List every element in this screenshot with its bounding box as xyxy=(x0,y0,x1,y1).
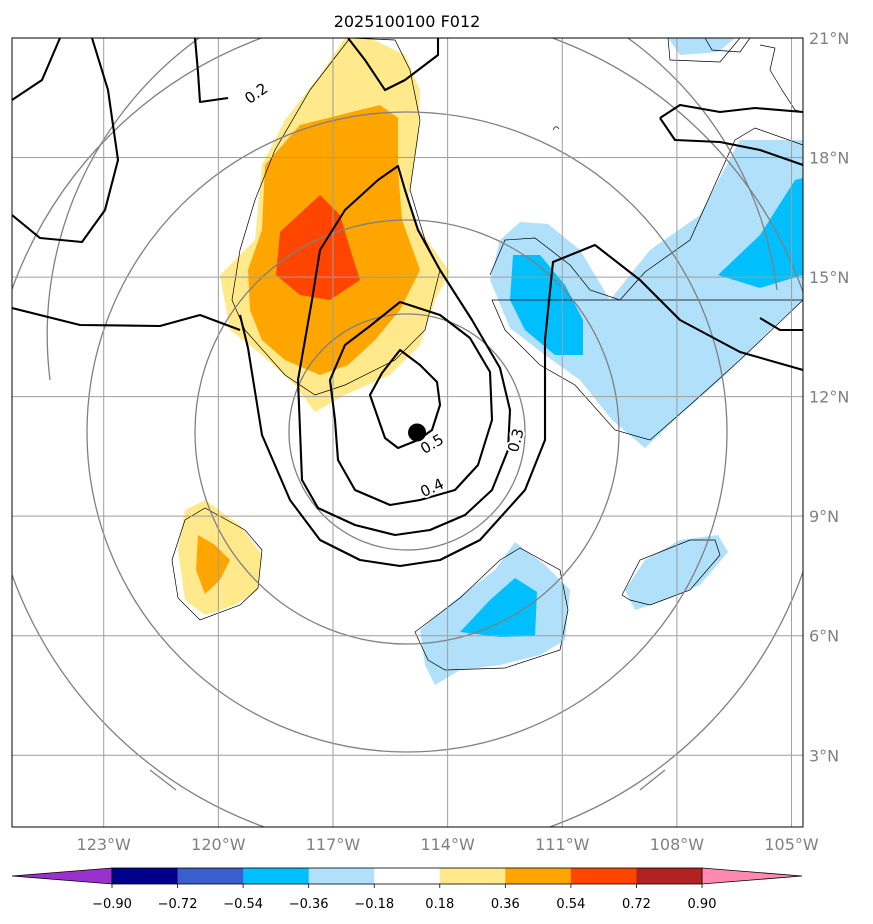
colorbar: −0.90 −0.72 −0.54 −0.36 −0.18 0.18 0.36 0.54 0.7… xyxy=(11,867,803,912)
colorbar-label-1: −0.72 xyxy=(158,897,198,912)
lon-label-1: 120°W xyxy=(191,835,246,854)
colorbar-swatch-3 xyxy=(308,868,375,884)
range-rings xyxy=(12,38,803,827)
lat-label-1: 6°N xyxy=(809,627,839,646)
colorbar-extend-high xyxy=(701,867,803,885)
colorbar-label-2: −0.54 xyxy=(223,897,263,912)
contour-0.2-east xyxy=(759,317,803,332)
filled-contours xyxy=(178,38,803,685)
colorbar-label-8: 0.72 xyxy=(622,897,651,912)
contour-0.2-top xyxy=(347,38,440,92)
latitude-labels: 3°N 6°N 9°N 12°N 15°N 18°N 21°N xyxy=(809,29,849,765)
colorbar-swatch-8 xyxy=(636,868,703,884)
lon-label-6: 105°W xyxy=(764,835,819,854)
contour-0.2-ne xyxy=(659,103,803,119)
map-title: 2025100100 F012 xyxy=(334,12,481,31)
shade-blue-east-a xyxy=(510,255,583,355)
lat-label-4: 15°N xyxy=(809,268,849,287)
range-ring-ends xyxy=(149,769,666,791)
contour-0.5 xyxy=(368,348,442,450)
colorbar-swatch-5 xyxy=(439,868,506,884)
lat-label-3: 12°N xyxy=(809,388,849,407)
contour-0.2-nw-a xyxy=(193,38,229,104)
shade-blue-east-b xyxy=(718,178,803,288)
contour-0.2-inner xyxy=(238,243,803,568)
longitude-labels: 123°W 120°W 117°W 114°W 111°W 108°W 105°W xyxy=(77,835,819,854)
colorbar-extend-low xyxy=(11,867,113,885)
colorbar-swatch-6 xyxy=(505,868,572,884)
colorbar-swatch-7 xyxy=(570,868,637,884)
colorbar-label-0: −0.90 xyxy=(92,897,132,912)
contour-0.3 xyxy=(296,164,512,537)
lat-label-6: 21°N xyxy=(809,29,849,48)
colorbar-label-5: 0.18 xyxy=(425,897,454,912)
shade-orange-west xyxy=(196,535,230,594)
contour-0.4 xyxy=(328,300,494,507)
colorbar-label-7: 0.54 xyxy=(556,897,585,912)
colorbar-outline xyxy=(111,867,703,885)
colorbar-label-3: −0.36 xyxy=(289,897,329,912)
lon-label-3: 114°W xyxy=(420,835,475,854)
contour-0.2-nw-b xyxy=(12,38,120,244)
contour-0.2-ne-b xyxy=(659,117,803,166)
lon-label-5: 108°W xyxy=(650,835,705,854)
colorbar-swatch-4 xyxy=(374,868,441,884)
colorbar-swatch-2 xyxy=(243,868,310,884)
lat-label-2: 9°N xyxy=(809,507,839,526)
lat-label-0: 3°N xyxy=(809,746,839,765)
colorbar-swatch-1 xyxy=(177,868,244,884)
thin-contours xyxy=(171,38,803,671)
storm-center-marker xyxy=(408,423,427,442)
lon-label-0: 123°W xyxy=(77,835,132,854)
lon-label-4: 111°W xyxy=(535,835,590,854)
colorbar-label-9: 0.90 xyxy=(688,897,717,912)
colorbar-swatch-0 xyxy=(112,868,179,884)
shade-light-blue-east xyxy=(490,140,803,448)
thick-contours xyxy=(12,38,803,568)
lat-lon-gridlines xyxy=(12,38,803,827)
map-plot-area: 0.20.5 0.30.4 xyxy=(12,38,803,827)
contour-0.2-west xyxy=(12,306,241,331)
map-frame xyxy=(11,37,804,828)
shade-blue-south xyxy=(460,578,537,637)
colorbar-label-6: 0.36 xyxy=(491,897,520,912)
lat-label-5: 18°N xyxy=(809,149,849,168)
colorbar-label-4: −0.18 xyxy=(354,897,394,912)
lon-label-2: 117°W xyxy=(306,835,361,854)
contour-0.2-nw-c xyxy=(12,38,61,101)
